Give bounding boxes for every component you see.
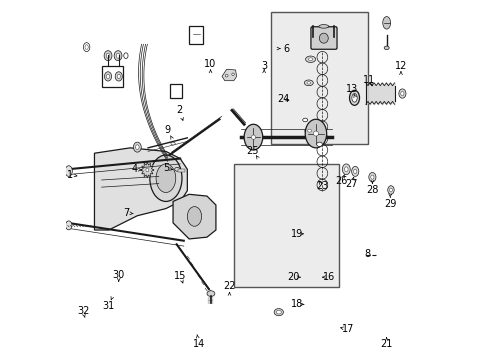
Bar [170, 84, 182, 98]
Ellipse shape [384, 46, 388, 50]
Text: 18: 18 [291, 299, 303, 309]
Ellipse shape [156, 164, 175, 193]
Ellipse shape [351, 94, 356, 102]
Text: 12: 12 [394, 61, 407, 71]
Ellipse shape [382, 17, 390, 29]
Text: 30: 30 [112, 270, 124, 280]
Ellipse shape [351, 166, 358, 176]
Text: 28: 28 [366, 185, 378, 195]
Ellipse shape [370, 175, 373, 179]
Ellipse shape [349, 90, 359, 105]
Text: 31: 31 [102, 301, 115, 311]
Ellipse shape [304, 128, 313, 134]
Text: 3: 3 [261, 61, 266, 71]
Text: 7: 7 [123, 208, 129, 218]
Text: 2: 2 [176, 105, 182, 115]
Ellipse shape [389, 188, 391, 192]
Text: 8: 8 [363, 249, 369, 259]
Ellipse shape [306, 82, 310, 84]
Ellipse shape [318, 24, 328, 28]
Text: 32: 32 [77, 306, 89, 316]
Ellipse shape [104, 51, 112, 61]
Ellipse shape [274, 309, 283, 316]
Ellipse shape [187, 207, 201, 226]
Ellipse shape [344, 167, 347, 172]
Ellipse shape [313, 131, 318, 136]
Ellipse shape [276, 310, 281, 314]
Bar [178, 169, 184, 172]
Polygon shape [222, 69, 236, 81]
Ellipse shape [368, 172, 375, 182]
Ellipse shape [171, 142, 175, 145]
Ellipse shape [305, 119, 326, 148]
Bar [271, 12, 367, 144]
Ellipse shape [104, 72, 111, 81]
Ellipse shape [225, 75, 227, 77]
Text: 4: 4 [131, 164, 138, 174]
Text: 9: 9 [164, 125, 170, 135]
Text: 24: 24 [276, 94, 289, 104]
Bar [233, 164, 339, 287]
Ellipse shape [316, 142, 322, 147]
Ellipse shape [307, 129, 311, 132]
Ellipse shape [106, 53, 110, 58]
Text: 15: 15 [174, 271, 186, 281]
Ellipse shape [149, 155, 182, 202]
Ellipse shape [135, 145, 139, 149]
Text: 19: 19 [291, 229, 303, 239]
Text: 26: 26 [335, 176, 347, 186]
Ellipse shape [65, 221, 72, 230]
Text: 1: 1 [67, 170, 73, 180]
Bar [102, 66, 123, 87]
Ellipse shape [342, 164, 349, 175]
Text: 23: 23 [316, 181, 328, 192]
Polygon shape [173, 194, 216, 239]
Ellipse shape [114, 51, 122, 61]
Text: 11: 11 [363, 75, 375, 85]
Text: 25: 25 [245, 146, 258, 156]
Text: 21: 21 [380, 339, 392, 349]
FancyBboxPatch shape [310, 27, 336, 49]
Ellipse shape [117, 74, 120, 78]
Ellipse shape [353, 169, 356, 174]
Ellipse shape [400, 91, 403, 96]
Text: 16: 16 [323, 272, 335, 282]
Text: 17: 17 [341, 324, 354, 334]
Text: 14: 14 [192, 339, 204, 348]
Ellipse shape [319, 33, 327, 43]
Ellipse shape [231, 73, 234, 76]
Text: 20: 20 [287, 272, 299, 282]
Text: 10: 10 [204, 59, 216, 69]
Ellipse shape [123, 53, 128, 59]
Ellipse shape [106, 74, 109, 78]
Ellipse shape [308, 58, 312, 61]
Text: 27: 27 [345, 179, 357, 189]
Ellipse shape [304, 80, 313, 86]
Ellipse shape [133, 142, 141, 152]
Text: 5: 5 [163, 163, 169, 173]
Bar [189, 26, 203, 44]
Ellipse shape [302, 118, 307, 122]
Text: 13: 13 [345, 84, 357, 94]
Ellipse shape [83, 42, 90, 51]
Text: 22: 22 [223, 282, 235, 292]
Text: 29: 29 [383, 199, 396, 208]
Ellipse shape [65, 166, 72, 176]
Ellipse shape [305, 56, 315, 63]
Ellipse shape [387, 186, 393, 194]
Ellipse shape [251, 135, 255, 139]
Ellipse shape [85, 45, 88, 49]
Ellipse shape [174, 167, 180, 171]
Text: 6: 6 [283, 44, 289, 54]
Ellipse shape [145, 168, 148, 172]
Ellipse shape [115, 72, 122, 81]
Ellipse shape [398, 89, 405, 98]
Ellipse shape [206, 291, 214, 296]
Polygon shape [94, 148, 187, 230]
Ellipse shape [244, 124, 262, 150]
Ellipse shape [116, 53, 120, 58]
Polygon shape [141, 162, 153, 178]
